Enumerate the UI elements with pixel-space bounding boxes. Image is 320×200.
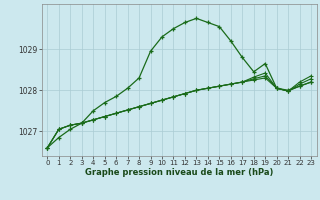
X-axis label: Graphe pression niveau de la mer (hPa): Graphe pression niveau de la mer (hPa) [85, 168, 273, 177]
